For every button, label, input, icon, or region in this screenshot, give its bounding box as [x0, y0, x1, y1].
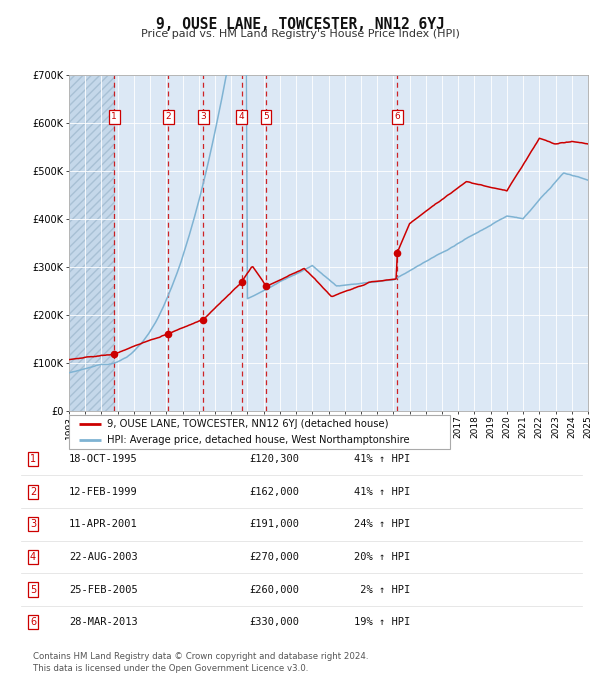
- Text: 19% ↑ HPI: 19% ↑ HPI: [354, 617, 410, 627]
- Text: £191,000: £191,000: [249, 520, 299, 529]
- Text: 12-FEB-1999: 12-FEB-1999: [69, 487, 138, 496]
- Text: 9, OUSE LANE, TOWCESTER, NN12 6YJ (detached house): 9, OUSE LANE, TOWCESTER, NN12 6YJ (detac…: [107, 419, 389, 429]
- Text: 9, OUSE LANE, TOWCESTER, NN12 6YJ: 9, OUSE LANE, TOWCESTER, NN12 6YJ: [155, 17, 445, 32]
- Text: 41% ↑ HPI: 41% ↑ HPI: [354, 454, 410, 464]
- Text: 24% ↑ HPI: 24% ↑ HPI: [354, 520, 410, 529]
- Text: Contains HM Land Registry data © Crown copyright and database right 2024.: Contains HM Land Registry data © Crown c…: [33, 652, 368, 661]
- Text: 25-FEB-2005: 25-FEB-2005: [69, 585, 138, 594]
- Text: 3: 3: [30, 520, 36, 529]
- Text: 6: 6: [394, 112, 400, 121]
- Text: £260,000: £260,000: [249, 585, 299, 594]
- Text: 5: 5: [263, 112, 269, 121]
- Text: 18-OCT-1995: 18-OCT-1995: [69, 454, 138, 464]
- Text: 22-AUG-2003: 22-AUG-2003: [69, 552, 138, 562]
- Text: 1: 1: [112, 112, 117, 121]
- Text: £270,000: £270,000: [249, 552, 299, 562]
- Text: 2: 2: [166, 112, 171, 121]
- Text: 3: 3: [200, 112, 206, 121]
- Bar: [69, 75, 114, 411]
- Text: 1: 1: [30, 454, 36, 464]
- Text: £330,000: £330,000: [249, 617, 299, 627]
- Text: £120,300: £120,300: [249, 454, 299, 464]
- Text: 20% ↑ HPI: 20% ↑ HPI: [354, 552, 410, 562]
- Text: Price paid vs. HM Land Registry's House Price Index (HPI): Price paid vs. HM Land Registry's House …: [140, 29, 460, 39]
- Text: 41% ↑ HPI: 41% ↑ HPI: [354, 487, 410, 496]
- Text: This data is licensed under the Open Government Licence v3.0.: This data is licensed under the Open Gov…: [33, 664, 308, 673]
- Text: 6: 6: [30, 617, 36, 627]
- Text: £162,000: £162,000: [249, 487, 299, 496]
- Bar: [69, 75, 114, 411]
- Text: 4: 4: [239, 112, 244, 121]
- Text: 2: 2: [30, 487, 36, 496]
- Text: 11-APR-2001: 11-APR-2001: [69, 520, 138, 529]
- Text: 28-MAR-2013: 28-MAR-2013: [69, 617, 138, 627]
- Text: HPI: Average price, detached house, West Northamptonshire: HPI: Average price, detached house, West…: [107, 435, 410, 445]
- Text: 4: 4: [30, 552, 36, 562]
- Text: 5: 5: [30, 585, 36, 594]
- Text: 2% ↑ HPI: 2% ↑ HPI: [354, 585, 410, 594]
